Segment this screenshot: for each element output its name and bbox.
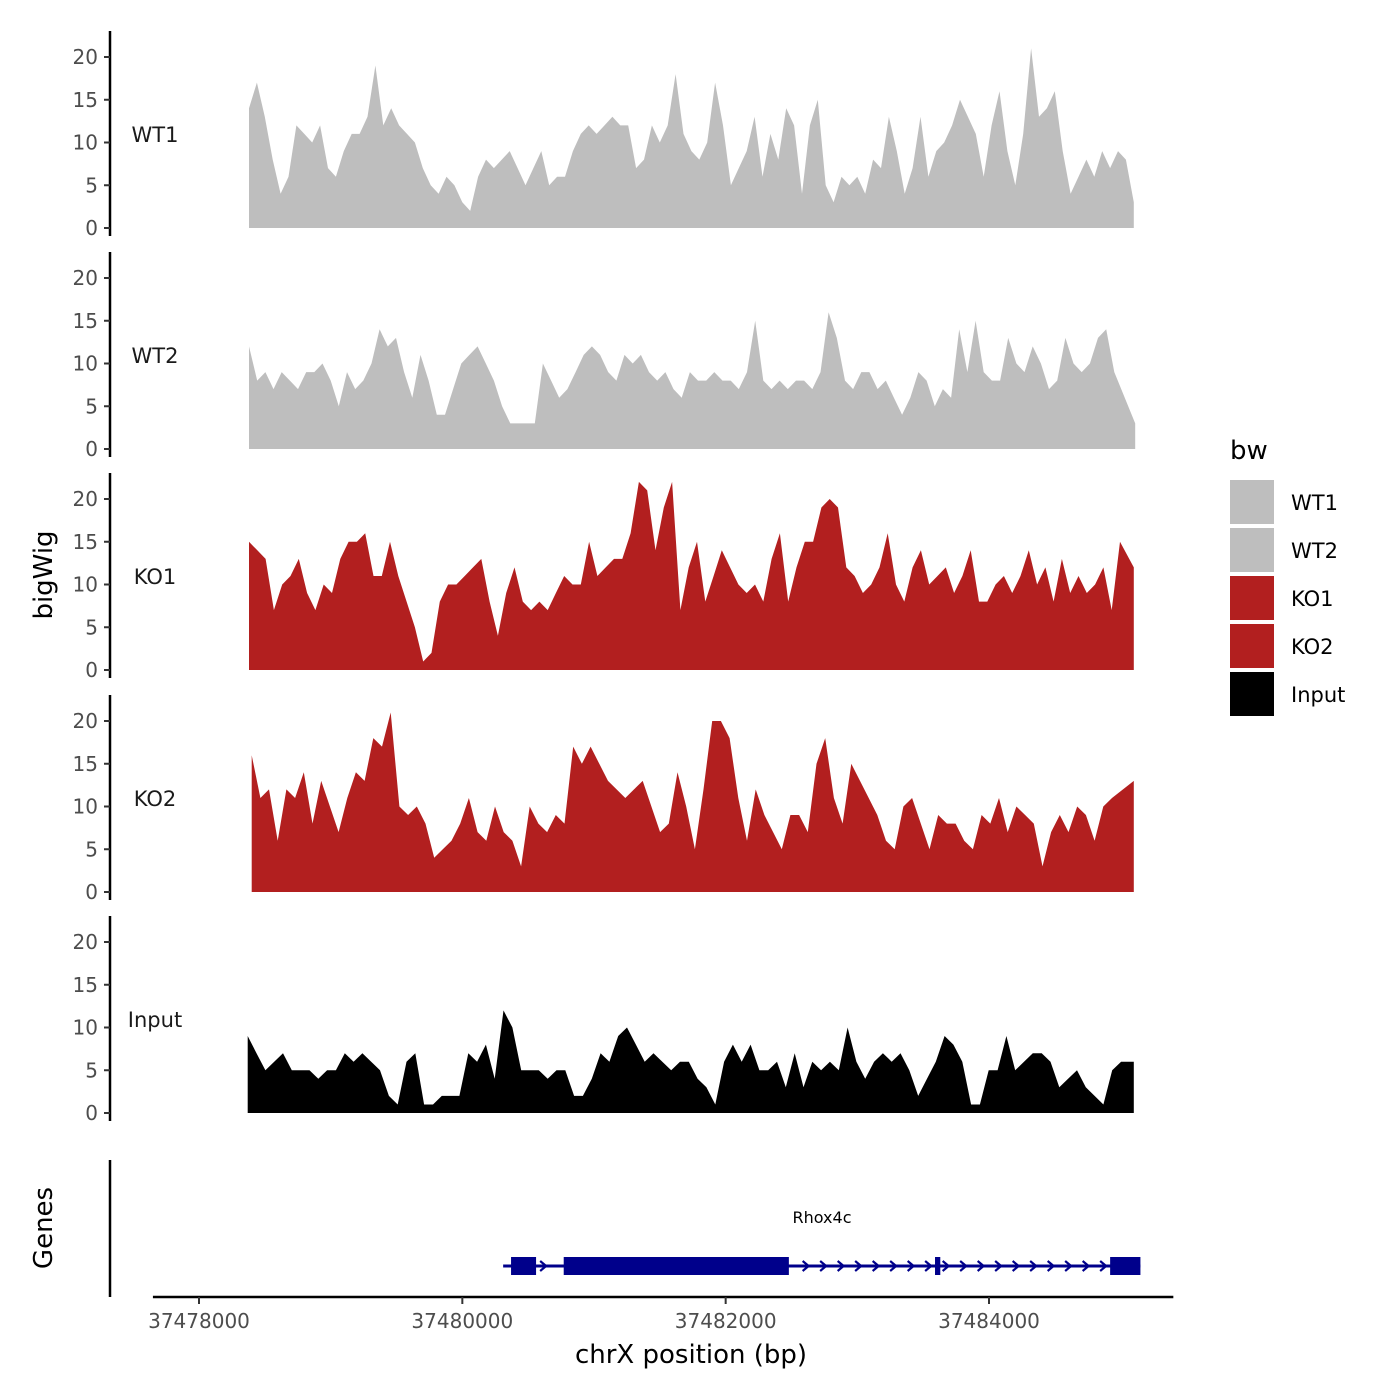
strand-arrow (976, 1260, 986, 1272)
legend-label-input: Input (1291, 683, 1345, 707)
legend-swatch-wt2 (1230, 528, 1274, 572)
track-wt1: 0 5 10 15 20 WT1 (73, 31, 1134, 240)
strand-arrow (941, 1260, 951, 1272)
strand-arrow (871, 1260, 881, 1272)
strand-arrow (1011, 1260, 1021, 1272)
strand-arrow (854, 1260, 863, 1272)
gene-exon (935, 1257, 941, 1275)
tracks-layer: 0 5 10 15 20 WT1 0 5 10 15 20 WT2 0 5 10 15 20 KO1 0 5 10 15 2… (73, 31, 1136, 1125)
track-input: 0 5 10 15 20 Input (73, 916, 1134, 1125)
area-ko2 (251, 712, 1134, 892)
x-tick-label: 37480000 (411, 1309, 513, 1333)
strand-arrow (889, 1260, 898, 1272)
track-label: KO2 (134, 787, 177, 811)
x-tick-label: 37478000 (148, 1309, 250, 1333)
legend-label-ko1: KO1 (1291, 587, 1334, 611)
legend: bw WT1 WT2 KO1 KO2 Input (1230, 436, 1345, 716)
gene-exon (511, 1257, 537, 1275)
legend-label-wt1: WT1 (1291, 491, 1338, 515)
area-input (247, 1010, 1134, 1113)
strand-arrow (1029, 1260, 1038, 1272)
strand-arrow (819, 1260, 828, 1272)
x-tick-label: 37482000 (675, 1309, 777, 1333)
track-wt2: 0 5 10 15 20 WT2 (73, 252, 1136, 461)
y-tick-label: 5 (85, 1058, 98, 1082)
y-tick-label: 20 (73, 709, 98, 733)
y-tick-label: 0 (85, 437, 98, 461)
track-label: Input (128, 1008, 182, 1032)
y-axis-title: bigWig (29, 530, 59, 619)
track-ko2: 0 5 10 15 20 KO2 (73, 695, 1134, 904)
y-tick-label: 10 (73, 352, 98, 376)
gene-label: Rhox4c (793, 1208, 852, 1227)
y-tick-label: 20 (73, 45, 98, 69)
strand-arrow (1046, 1260, 1056, 1272)
y-tick-label: 15 (73, 88, 98, 112)
gene-exon (563, 1257, 789, 1275)
strand-arrow (994, 1260, 1003, 1272)
y-tick-label: 0 (85, 216, 98, 240)
x-axis-title: chrX position (bp) (575, 1340, 807, 1370)
track-label: WT2 (132, 344, 179, 368)
track-label: KO1 (134, 565, 177, 589)
y-tick-label: 20 (73, 930, 98, 954)
legend-label-ko2: KO2 (1291, 635, 1334, 659)
y-tick-label: 15 (73, 309, 98, 333)
legend-swatch-ko2 (1230, 624, 1274, 668)
strand-arrow (1081, 1260, 1091, 1272)
legend-swatch-wt1 (1230, 480, 1274, 524)
y-tick-label: 20 (73, 266, 98, 290)
legend-swatch-input (1230, 672, 1274, 716)
y-tick-label: 5 (85, 837, 98, 861)
gene-rhox4c: Rhox4c (503, 1208, 1141, 1275)
x-axis: 37478000 37480000 37482000 37484000 (148, 1295, 1174, 1333)
x-tick-label: 37484000 (938, 1309, 1040, 1333)
y-tick-label: 0 (85, 880, 98, 904)
strand-arrow (906, 1260, 916, 1272)
gene-exon (1110, 1257, 1141, 1275)
y-tick-label: 20 (73, 487, 98, 511)
y-tick-label: 15 (73, 973, 98, 997)
strand-arrow (959, 1260, 968, 1272)
area-ko1 (249, 481, 1134, 670)
legend-label-wt2: WT2 (1291, 539, 1338, 563)
strand-arrow (1064, 1260, 1073, 1272)
strand-arrow (836, 1260, 846, 1272)
strand-arrow (1099, 1260, 1108, 1272)
strand-arrow (539, 1260, 548, 1272)
area-wt2 (249, 312, 1136, 449)
track-label: WT1 (132, 123, 179, 147)
y-tick-label: 5 (85, 394, 98, 418)
strand-arrow (924, 1260, 933, 1272)
y-tick-label: 5 (85, 173, 98, 197)
y-tick-label: 10 (73, 1016, 98, 1040)
legend-swatch-ko1 (1230, 576, 1274, 620)
y-tick-label: 15 (73, 530, 98, 554)
track-ko1: 0 5 10 15 20 KO1 (73, 473, 1134, 682)
y-tick-label: 10 (73, 573, 98, 597)
area-wt1 (249, 48, 1134, 229)
y-tick-label: 0 (85, 658, 98, 682)
strand-arrow (801, 1260, 811, 1272)
legend-title: bw (1230, 436, 1268, 466)
y-tick-label: 0 (85, 1101, 98, 1125)
y-tick-label: 10 (73, 795, 98, 819)
y-tick-label: 15 (73, 752, 98, 776)
genes-panel: Rhox4c (108, 1160, 1141, 1297)
genes-axis-title: Genes (29, 1187, 59, 1269)
y-tick-label: 5 (85, 615, 98, 639)
y-tick-label: 10 (73, 131, 98, 155)
